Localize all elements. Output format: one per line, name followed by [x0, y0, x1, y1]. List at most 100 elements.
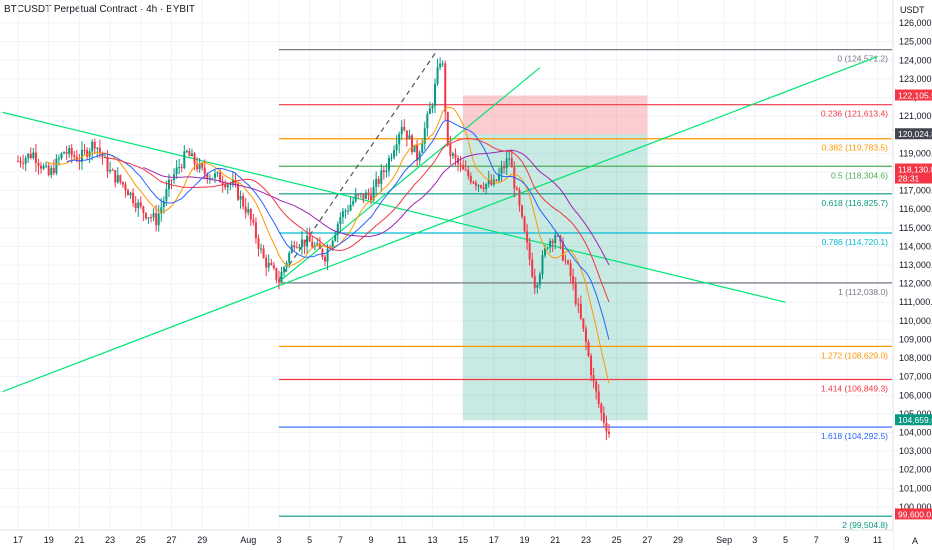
- candle-body: [382, 170, 385, 173]
- candle-body: [380, 170, 383, 184]
- candle-body: [150, 217, 153, 219]
- candle-body: [224, 184, 227, 188]
- candle-body: [83, 150, 86, 152]
- candle-body: [277, 279, 280, 282]
- x-tick-label: 3: [276, 535, 281, 545]
- candle-body: [444, 63, 447, 112]
- candle-body: [124, 184, 127, 191]
- candle-body: [393, 150, 396, 158]
- price-tags: 122,105.5 120,024.8 118,130.028:31 104,659.…: [895, 89, 932, 520]
- candle-body: [178, 167, 181, 169]
- candle-body: [462, 164, 465, 170]
- x-tick-label: 25: [136, 535, 146, 545]
- time-axis-bg[interactable]: [0, 530, 893, 550]
- candle-body: [60, 153, 63, 159]
- candle-body: [155, 213, 158, 226]
- candle-body: [185, 151, 188, 153]
- y-tick-label: 121,000.0: [899, 111, 932, 121]
- candle-body: [334, 234, 337, 241]
- candle-body: [410, 135, 413, 153]
- candle-body: [485, 183, 488, 190]
- candle-body: [467, 170, 470, 177]
- candle-body: [441, 63, 444, 65]
- x-tick-label: Sep: [716, 535, 732, 545]
- x-tick-label: 23: [105, 535, 115, 545]
- x-tick-label: 7: [338, 535, 343, 545]
- candle-body: [211, 177, 214, 179]
- x-tick-label: 21: [550, 535, 560, 545]
- candle-body: [536, 284, 539, 288]
- candle-body: [544, 248, 547, 256]
- y-tick-label: 114,000.0: [899, 241, 932, 251]
- candle-body: [114, 170, 117, 183]
- x-tick-label: 13: [427, 535, 437, 545]
- trend-lines[interactable]: [2, 52, 878, 393]
- candle-body: [298, 246, 301, 248]
- candle-body: [93, 141, 96, 149]
- candle-body: [341, 211, 344, 218]
- x-tick-label: 25: [612, 535, 622, 545]
- candle-body: [584, 328, 587, 343]
- candle-body: [86, 150, 89, 157]
- y-tick-label: 113,000.0: [899, 260, 932, 270]
- candle-body: [434, 83, 437, 107]
- candle-body: [106, 156, 109, 172]
- candle-body: [400, 126, 403, 134]
- candle-body: [318, 243, 321, 249]
- candle-body: [52, 168, 55, 174]
- x-tick-label: 3: [752, 535, 757, 545]
- candle-body: [280, 271, 283, 282]
- candle-body: [567, 260, 570, 264]
- candle-body: [352, 201, 355, 205]
- candle-body: [188, 151, 191, 157]
- candle-body: [139, 202, 142, 207]
- candle-body: [421, 143, 424, 153]
- y-tick-label: 103,000.0: [899, 446, 932, 456]
- candle-body: [50, 168, 53, 176]
- y-tick-label: 126,000.0: [899, 18, 932, 28]
- price-tag: [895, 508, 932, 520]
- ascending-channel-lower: [2, 55, 878, 393]
- fib-label-1.414: 1.414 (106,849.3): [821, 383, 888, 393]
- x-tick-label: 9: [369, 535, 374, 545]
- candle-body: [582, 318, 585, 329]
- x-tick-label: 15: [458, 535, 468, 545]
- candle-body: [293, 245, 296, 248]
- candle-body: [500, 167, 503, 174]
- candle-body: [311, 241, 314, 248]
- candle-body: [73, 155, 76, 158]
- grid: [0, 0, 893, 530]
- candle-body: [142, 206, 145, 213]
- price-tag: [895, 163, 932, 184]
- candle-body: [395, 144, 398, 151]
- candle-body: [121, 181, 124, 185]
- candle-body: [29, 153, 32, 159]
- candle-body: [595, 381, 598, 392]
- price-tag: [895, 414, 932, 426]
- candle-body: [354, 194, 357, 202]
- x-tick-label: 17: [13, 535, 23, 545]
- ma-slow-red: [104, 137, 610, 303]
- candle-body: [206, 173, 209, 180]
- fib-label-2: 2 (99,504.8): [842, 520, 888, 530]
- candle-body: [431, 106, 434, 109]
- candle-body: [129, 192, 132, 196]
- ma-slow-purple: [143, 149, 610, 266]
- price-tag-countdown: 28:31: [898, 174, 920, 184]
- x-tick-label: 27: [166, 535, 176, 545]
- candle-body: [451, 153, 454, 156]
- y-tick-label: 100,000.0: [899, 502, 932, 512]
- candle-body: [288, 252, 291, 263]
- auto-scale-button[interactable]: A: [912, 536, 918, 546]
- candle-body: [316, 243, 319, 246]
- candle-body: [385, 170, 388, 173]
- candle-body: [487, 179, 490, 184]
- candle-body: [541, 255, 544, 275]
- candle-body: [416, 144, 419, 161]
- candle-body: [265, 257, 268, 268]
- candle-body: [103, 156, 106, 158]
- candle-body: [477, 185, 480, 187]
- fib-label-1: 1 (112,038.0): [838, 287, 888, 297]
- candle-body: [357, 194, 360, 196]
